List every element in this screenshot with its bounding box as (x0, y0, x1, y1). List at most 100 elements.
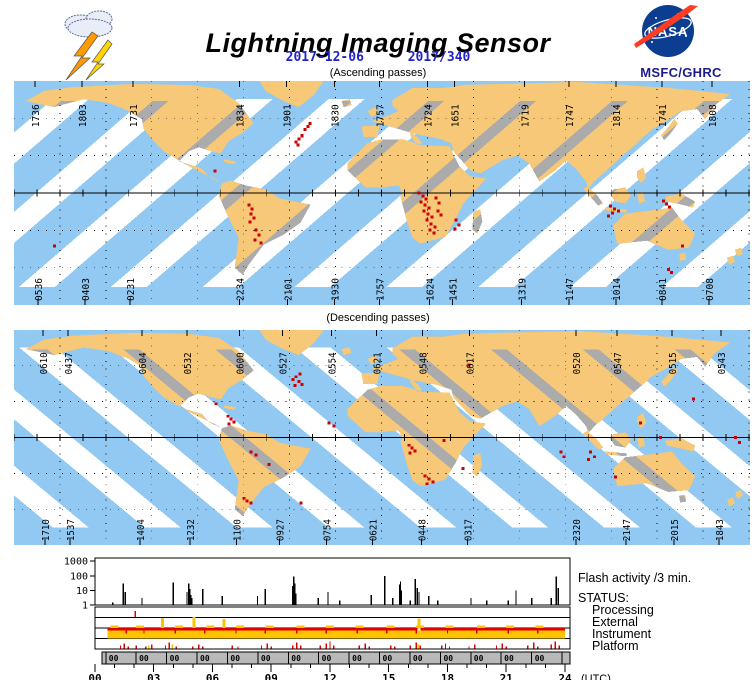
svg-text:0754: 0754 (322, 519, 333, 541)
svg-text:1319: 1319 (517, 278, 528, 301)
svg-text:1147: 1147 (565, 278, 576, 301)
svg-text:1537: 1537 (66, 519, 77, 541)
processing-event (134, 611, 136, 617)
page-title: Lightning Imaging Sensor (205, 28, 551, 59)
svg-text:1757: 1757 (376, 278, 387, 301)
svg-text:1624: 1624 (425, 278, 436, 301)
graticule (14, 330, 750, 545)
svg-text:00: 00 (383, 654, 393, 663)
svg-text:2147: 2147 (622, 519, 633, 541)
svg-text:0437: 0437 (64, 352, 75, 374)
svg-text:1014: 1014 (612, 278, 623, 301)
svg-text:1719: 1719 (520, 104, 531, 127)
svg-text:(UTC): (UTC) (581, 673, 611, 680)
svg-text:0604: 0604 (138, 352, 149, 374)
instrument-ticks (125, 630, 539, 634)
time-axis: 00 03 06 09 12 15 18 21 24 (UTC) (88, 664, 611, 680)
orbit-segment-labels: 00 00 00 00 00 00 00 00 00 00 00 00 00 00 00 (105, 652, 563, 664)
svg-text:0515: 0515 (668, 352, 679, 374)
svg-text:10: 10 (76, 586, 88, 597)
svg-text:21: 21 (500, 672, 514, 680)
log-axis-labels: 1000 100 10 1 (64, 557, 95, 612)
svg-text:1232: 1232 (186, 519, 197, 541)
orbit-segments-band (101, 651, 571, 665)
svg-text:00: 00 (291, 654, 301, 663)
svg-text:1901: 1901 (283, 104, 294, 127)
svg-text:09: 09 (265, 672, 278, 680)
svg-text:1000: 1000 (64, 557, 88, 568)
svg-text:0536: 0536 (34, 278, 45, 301)
svg-text:0621: 0621 (372, 352, 383, 374)
descending-passes-map: 0610 0437 0604 0532 0600 0527 0554 0621 0548 0617… (14, 330, 750, 545)
svg-text:00: 00 (88, 672, 101, 680)
svg-text:00: 00 (535, 654, 545, 663)
svg-text:00: 00 (139, 654, 149, 663)
svg-text:00: 00 (413, 654, 423, 663)
nasa-meatball-icon: NASA (634, 5, 698, 57)
lightning-cloud-icon (52, 2, 130, 80)
svg-text:1930: 1930 (331, 278, 342, 301)
orbit-time-labels: 0610 0437 0604 0532 0600 0527 0554 0621 0548 0617… (39, 330, 728, 545)
svg-text:15: 15 (382, 672, 395, 680)
svg-text:0617: 0617 (465, 352, 476, 374)
svg-text:Processing: Processing (592, 603, 654, 617)
nasa-logo-block: NASA MSFC/GHRC (626, 2, 736, 80)
svg-text:STATUS:: STATUS: (578, 591, 629, 605)
svg-text:1747: 1747 (565, 104, 576, 127)
svg-text:0708: 0708 (705, 278, 716, 301)
svg-text:0610: 0610 (39, 352, 50, 374)
svg-text:18: 18 (441, 672, 454, 680)
svg-text:100: 100 (70, 571, 88, 582)
instrument-band (107, 630, 565, 639)
svg-text:1843: 1843 (715, 519, 726, 541)
svg-text:00: 00 (504, 654, 514, 663)
svg-text:1803: 1803 (78, 104, 89, 127)
svg-text:1736: 1736 (31, 104, 42, 127)
date-row: 2017-12-06 2017/340 (0, 50, 756, 65)
lightning-flash-dots (52, 122, 685, 274)
ascending-passes-map: 1736 1803 1731 1834 1901 1830 1757 1724 1651 1719… (14, 81, 750, 305)
svg-text:2015: 2015 (670, 519, 681, 541)
lightning-flash-dots (214, 363, 742, 505)
svg-text:24: 24 (558, 672, 572, 680)
flash-activity-status-chart: 1000 100 10 1 Flash activity /3 min. 00 00 00 00… (0, 548, 756, 680)
svg-text:03: 03 (147, 672, 160, 680)
svg-text:0547: 0547 (613, 352, 624, 374)
svg-text:Instrument: Instrument (592, 627, 652, 641)
svg-text:2320: 2320 (572, 519, 583, 541)
svg-text:0927: 0927 (275, 519, 286, 541)
svg-text:12: 12 (323, 672, 336, 680)
svg-text:0841: 0841 (658, 278, 669, 301)
svg-text:1724: 1724 (423, 104, 434, 127)
svg-text:0520: 0520 (572, 352, 583, 374)
svg-text:0231: 0231 (126, 278, 137, 301)
svg-text:External: External (592, 615, 638, 629)
svg-text:1710: 1710 (41, 519, 52, 541)
descending-caption: (Descending passes) (326, 312, 430, 324)
svg-text:06: 06 (206, 672, 220, 680)
svg-text:0554: 0554 (327, 352, 338, 374)
svg-text:00: 00 (352, 654, 362, 663)
ascending-caption: (Ascending passes) (329, 67, 427, 79)
svg-text:1830: 1830 (331, 104, 342, 127)
svg-text:00: 00 (170, 654, 180, 663)
svg-text:0532: 0532 (183, 352, 194, 374)
graticule (14, 81, 750, 305)
date-doy: 2017/340 (407, 50, 471, 65)
org-label: MSFC/GHRC (640, 65, 722, 80)
svg-text:0448: 0448 (417, 519, 428, 541)
svg-text:2101: 2101 (284, 278, 295, 301)
svg-text:00: 00 (443, 654, 453, 663)
svg-text:0621: 0621 (368, 519, 379, 541)
date-iso: 2017-12-06 (285, 50, 364, 65)
svg-text:0527: 0527 (278, 352, 289, 374)
svg-text:1757: 1757 (376, 104, 387, 127)
svg-text:Platform: Platform (592, 639, 639, 653)
svg-text:00: 00 (200, 654, 210, 663)
svg-text:0543: 0543 (717, 352, 728, 374)
svg-text:00: 00 (109, 654, 119, 663)
svg-text:00: 00 (474, 654, 484, 663)
svg-text:0548: 0548 (418, 352, 429, 374)
svg-text:1808: 1808 (708, 104, 719, 127)
svg-text:1451: 1451 (448, 278, 459, 301)
